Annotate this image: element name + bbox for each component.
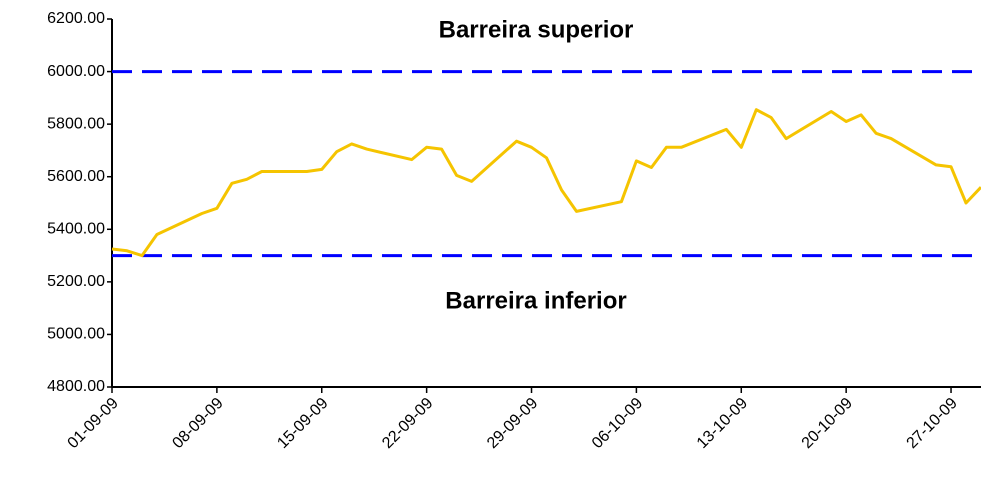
- x-tick-label: 22-09-09: [379, 395, 436, 452]
- y-tick-label: 5000.00: [47, 326, 105, 343]
- x-tick-label: 08-09-09: [169, 395, 226, 452]
- x-tick-label: 13-10-09: [694, 395, 751, 452]
- x-tick-label: 06-10-09: [589, 395, 646, 452]
- y-tick-label: 5200.00: [47, 273, 105, 290]
- x-tick-label: 27-10-09: [904, 395, 961, 452]
- y-tick-label: 4800.00: [47, 378, 105, 395]
- data-line: [111, 108, 981, 258]
- x-tick-label: 29-09-09: [484, 395, 541, 452]
- y-tick-label: 6200.00: [47, 10, 105, 27]
- x-tick-label: 01-09-09: [65, 395, 122, 452]
- y-tick-label: 5400.00: [47, 221, 105, 238]
- barrier-label: Barreira superior: [439, 16, 634, 43]
- x-tick-label: 20-10-09: [799, 395, 856, 452]
- y-tick-label: 6000.00: [47, 63, 105, 80]
- y-tick-label: 5600.00: [47, 168, 105, 185]
- x-tick-label: 15-09-09: [274, 395, 331, 452]
- y-tick-label: 5800.00: [47, 115, 105, 132]
- barrier-label: Barreira inferior: [445, 287, 626, 314]
